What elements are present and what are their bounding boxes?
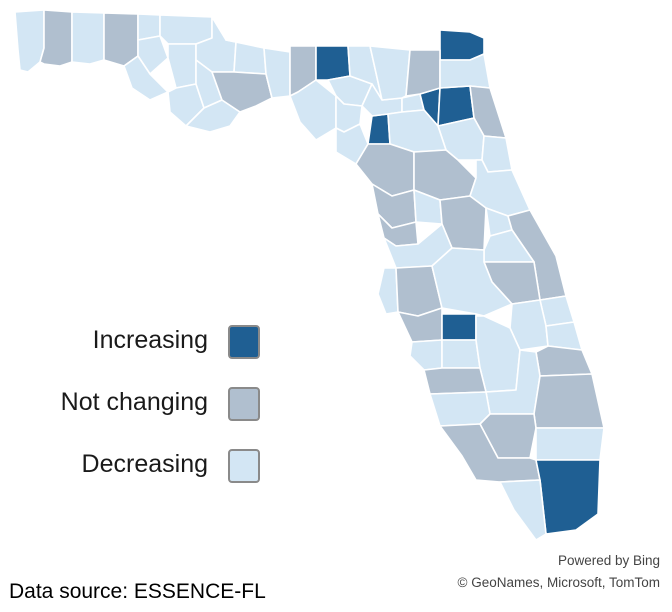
- county-walton: [103, 12, 139, 67]
- peninsula-counties: [355, 143, 605, 541]
- county-lee: [429, 391, 491, 427]
- county-jackson: [159, 14, 213, 45]
- county-santa-rosa: [39, 9, 73, 67]
- county-monroe: [499, 479, 547, 541]
- county-hamilton: [315, 45, 351, 81]
- data-source-note: Data source: ESSENCE-FL: [9, 580, 266, 603]
- legend-item-not-changing: Not changing: [0, 380, 268, 442]
- county-martin: [535, 345, 593, 377]
- legend-label-decreasing: Decreasing: [81, 450, 208, 478]
- powered-by-bing: Powered by Bing: [557, 553, 660, 568]
- county-sarasota: [409, 339, 443, 371]
- legend-item-increasing: Increasing: [0, 318, 268, 380]
- county-hardee: [441, 313, 477, 341]
- legend-label-increasing: Increasing: [92, 326, 208, 354]
- county-charlotte: [423, 367, 487, 395]
- county-levy: [355, 143, 415, 197]
- county-flagler: [481, 135, 513, 173]
- panhandle-counties: [14, 9, 513, 173]
- county-miami-dade: [535, 459, 601, 535]
- map-legend: Increasing Not changing Decreasing: [0, 318, 268, 504]
- legend-label-not-changing: Not changing: [60, 388, 208, 416]
- county-calhoun: [167, 43, 197, 89]
- legend-swatch-decreasing: [228, 449, 260, 483]
- county-washington: [137, 35, 169, 75]
- county-jefferson: [263, 47, 291, 99]
- county-okaloosa: [71, 11, 105, 65]
- county-polk: [431, 247, 513, 317]
- map-attribution: © GeoNames, Microsoft, TomTom: [457, 575, 661, 590]
- county-desoto: [441, 339, 481, 369]
- county-nassau: [439, 29, 485, 61]
- county-palm-beach: [533, 373, 605, 429]
- legend-item-decreasing: Decreasing: [0, 442, 268, 504]
- county-duval-west: [405, 49, 441, 97]
- legend-swatch-increasing: [228, 325, 260, 359]
- county-pinellas: [377, 267, 399, 315]
- county-broward: [535, 427, 605, 461]
- legend-swatch-not-changing: [228, 387, 260, 421]
- county-gilchrist: [367, 113, 391, 145]
